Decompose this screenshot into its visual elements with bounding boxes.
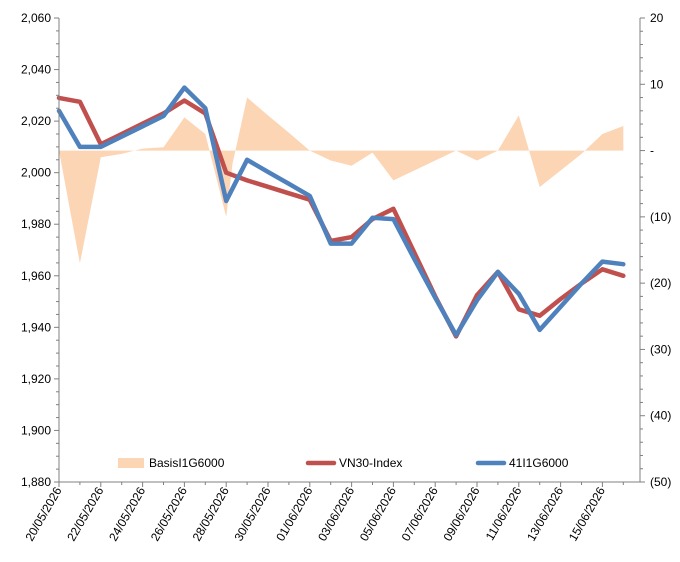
- x-tick-label: 05/06/2026: [357, 484, 399, 543]
- legend-label: 41I1G6000: [509, 456, 569, 470]
- area-layer: [59, 97, 624, 264]
- x-tick-label: 09/06/2026: [440, 484, 482, 543]
- right-tick-label: (20): [650, 276, 671, 290]
- right-tick-label: (30): [650, 342, 671, 356]
- legend-swatch-basis: [118, 458, 144, 468]
- left-tick-label: 1,980: [21, 217, 51, 231]
- right-tick-label: -: [650, 144, 654, 158]
- left-tick-label: 1,880: [21, 475, 51, 489]
- series-line-vn30-index: [56, 95, 626, 339]
- x-tick-label: 24/05/2026: [106, 484, 148, 543]
- x-tick-label: 28/05/2026: [190, 484, 232, 543]
- left-tick-label: 1,960: [21, 269, 51, 283]
- legend-label: BasisI1G6000: [149, 456, 225, 470]
- right-tick-label: 20: [650, 11, 664, 25]
- legend: BasisI1G6000 VN30-Index 41I1G6000: [118, 456, 569, 470]
- x-tick-label: 13/06/2026: [524, 484, 566, 543]
- series-area-basis: [59, 97, 624, 264]
- left-tick-label: 2,060: [21, 11, 51, 25]
- left-tick-label: 1,920: [21, 372, 51, 386]
- line-layer: [56, 85, 626, 339]
- x-tick-label: 01/06/2026: [273, 484, 315, 543]
- x-tick-label: 30/05/2026: [231, 484, 273, 543]
- x-tick-label: 20/05/2026: [22, 484, 64, 543]
- left-tick-label: 2,020: [21, 114, 51, 128]
- right-tick-label: (10): [650, 210, 671, 224]
- x-tick-label: 15/06/2026: [566, 484, 608, 543]
- right-tick-label: 10: [650, 77, 664, 91]
- left-tick-label: 1,900: [21, 423, 51, 437]
- x-tick-label: 11/06/2026: [483, 484, 525, 543]
- legend-label: VN30-Index: [339, 456, 402, 470]
- series-line-41i1g6000: [56, 85, 626, 338]
- x-tick-label: 07/06/2026: [399, 484, 441, 543]
- left-tick-label: 2,000: [21, 166, 51, 180]
- x-tick-label: 03/06/2026: [315, 484, 357, 543]
- right-tick-label: (50): [650, 475, 671, 489]
- x-tick-label: 22/05/2026: [64, 484, 106, 543]
- right-tick-label: (40): [650, 409, 671, 423]
- x-tick-label: 26/05/2026: [148, 484, 190, 543]
- left-tick-label: 1,940: [21, 320, 51, 334]
- left-tick-label: 2,040: [21, 63, 51, 77]
